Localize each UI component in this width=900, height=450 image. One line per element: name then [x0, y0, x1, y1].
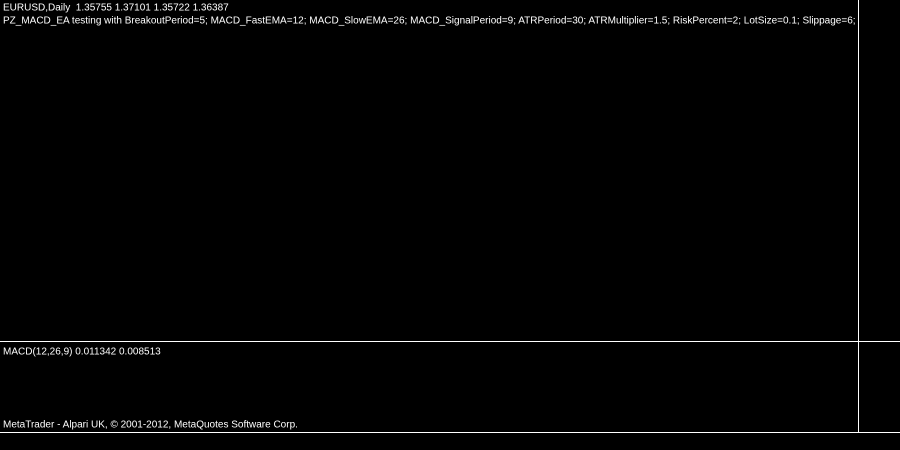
footer: MetaTrader - Alpari UK, © 2001-2012, Met…	[3, 420, 298, 431]
indicator-title: MACD(12,26,9) 0.011342 0.008513	[3, 347, 161, 358]
chart-subtitle: PZ_MACD_EA testing with BreakoutPeriod=5…	[3, 16, 892, 27]
chart-title: EURUSD,Daily 1.35755 1.37101 1.35722 1.3…	[3, 3, 229, 14]
